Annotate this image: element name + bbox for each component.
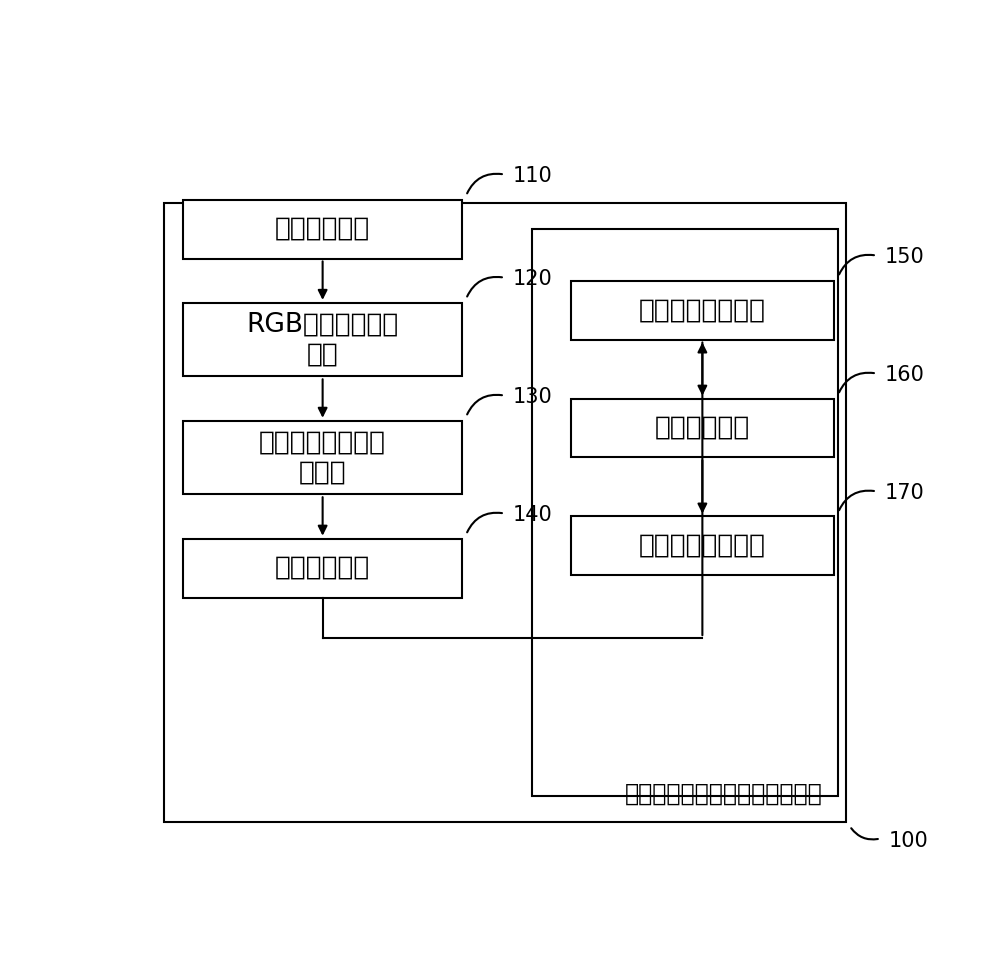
Bar (183, 200, 462, 258)
Text: 130: 130 (512, 387, 552, 407)
Text: 150: 150 (885, 247, 924, 267)
Text: 融合多模态特征的目标跟踪系统: 融合多模态特征的目标跟踪系统 (625, 782, 822, 806)
Bar (183, 539, 462, 597)
Text: 热红外图像特征提
取模块: 热红外图像特征提 取模块 (259, 430, 386, 485)
Bar (183, 302, 462, 376)
Bar (571, 517, 834, 575)
Text: 160: 160 (885, 365, 924, 385)
Bar (164, 203, 846, 822)
Text: 100: 100 (888, 831, 928, 851)
Text: 140: 140 (512, 505, 552, 525)
Text: 残差双注意力模块: 残差双注意力模块 (639, 297, 766, 323)
Text: 特征强化模块: 特征强化模块 (655, 415, 750, 441)
Bar (532, 229, 838, 796)
Bar (183, 421, 462, 495)
Text: 110: 110 (512, 166, 552, 186)
Text: 跟踪结果生成模块: 跟踪结果生成模块 (639, 533, 766, 559)
Text: 线性组合模块: 线性组合模块 (275, 555, 370, 581)
Bar (571, 398, 834, 457)
Text: RGB图像特征提取
模块: RGB图像特征提取 模块 (246, 312, 399, 367)
Text: 120: 120 (512, 269, 552, 289)
Text: 数据采集模块: 数据采集模块 (275, 216, 370, 242)
Bar (571, 280, 834, 340)
Text: 170: 170 (885, 483, 924, 502)
